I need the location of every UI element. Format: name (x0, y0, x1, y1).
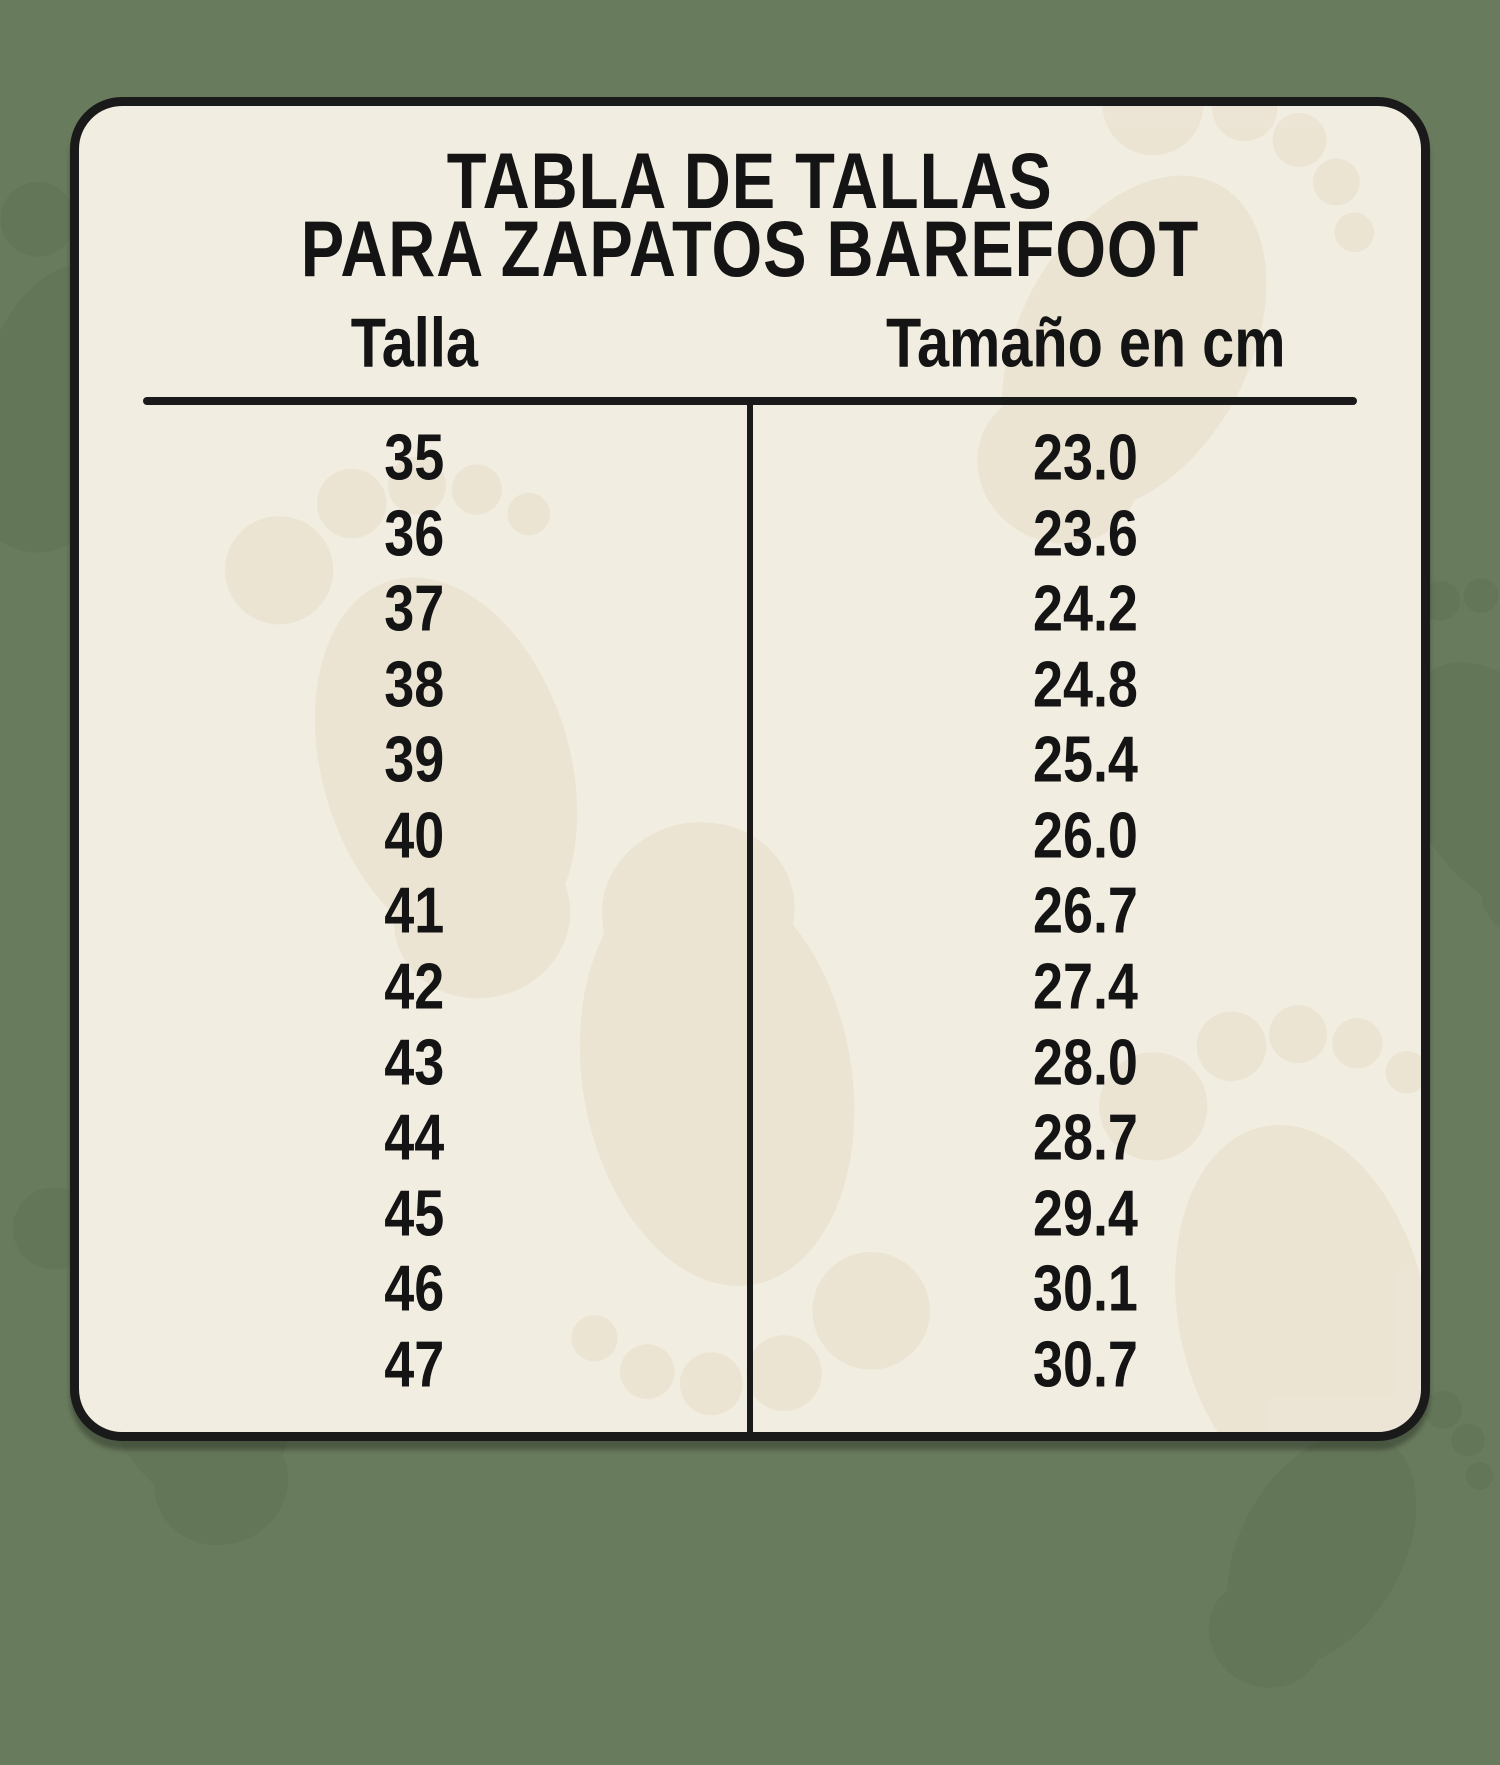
page-title-line-2: PARA ZAPATOS BAREFOOT (300, 205, 1200, 293)
page-title-line-1: TABLA DE TALLAS (447, 137, 1053, 225)
header-divider-line (143, 397, 1357, 405)
cm-cell: 24.2 (1032, 572, 1138, 646)
page-title: TABLA DE TALLAS PARA ZAPATOS BAREFOOT (79, 142, 1421, 288)
table-row: 35 23.0 (79, 420, 1421, 496)
talla-cell: 45 (384, 1176, 445, 1250)
talla-cell: 38 (384, 647, 445, 721)
column-header-tamano-cm: Tamaño en cm (885, 304, 1286, 382)
talla-cell: 47 (384, 1327, 445, 1401)
column-divider-line (747, 403, 753, 1432)
column-header-talla: Talla (350, 304, 479, 382)
talla-cell: 43 (384, 1025, 445, 1099)
table-row: 36 23.6 (79, 496, 1421, 572)
table-row: 44 28.7 (79, 1100, 1421, 1176)
cm-cell: 26.0 (1032, 799, 1138, 872)
talla-cell: 40 (384, 799, 445, 872)
cm-cell: 30.1 (1032, 1252, 1138, 1326)
cm-cell: 26.7 (1032, 874, 1138, 948)
column-headers: Talla Tamaño en cm (79, 304, 1421, 382)
table-body: 35 23.0 36 23.6 37 24.2 38 24.8 39 25.4 … (79, 420, 1421, 1402)
cm-cell: 28.0 (1032, 1025, 1138, 1099)
cm-cell: 30.7 (1032, 1327, 1138, 1401)
table-row: 46 30.1 (79, 1251, 1421, 1327)
table-row: 38 24.8 (79, 647, 1421, 723)
cm-cell: 23.6 (1032, 496, 1138, 570)
table-row: 40 26.0 (79, 798, 1421, 874)
table-row: 41 26.7 (79, 873, 1421, 949)
cm-cell: 24.8 (1032, 647, 1138, 721)
talla-cell: 35 (384, 421, 445, 495)
talla-cell: 41 (384, 874, 445, 948)
table-row: 43 28.0 (79, 1024, 1421, 1100)
cm-cell: 27.4 (1032, 950, 1138, 1023)
talla-cell: 42 (384, 950, 445, 1023)
cm-cell: 25.4 (1032, 723, 1138, 797)
talla-cell: 36 (384, 496, 445, 570)
table-row: 37 24.2 (79, 571, 1421, 647)
page-background: { "title": { "line1": "TABLA DE TALLAS",… (0, 97, 1500, 1740)
size-chart-card: TABLA DE TALLAS PARA ZAPATOS BAREFOOT Ta… (70, 97, 1430, 1441)
cm-cell: 28.7 (1032, 1101, 1138, 1174)
table-row: 45 29.4 (79, 1175, 1421, 1251)
cm-cell: 29.4 (1032, 1176, 1138, 1250)
table-row: 42 27.4 (79, 949, 1421, 1025)
talla-cell: 39 (384, 723, 445, 797)
table-row: 47 30.7 (79, 1326, 1421, 1402)
table-row: 39 25.4 (79, 722, 1421, 798)
talla-cell: 37 (384, 572, 445, 646)
talla-cell: 44 (384, 1101, 445, 1174)
cm-cell: 23.0 (1032, 421, 1138, 495)
talla-cell: 46 (384, 1252, 445, 1326)
